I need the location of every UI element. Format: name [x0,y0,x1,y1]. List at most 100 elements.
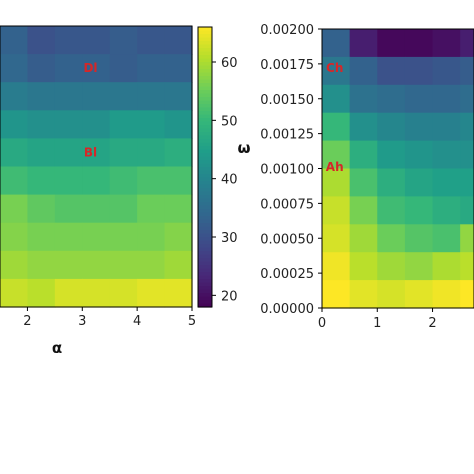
left-x-axis-ticks: 2 3 4 5 [23,307,196,329]
colorbar-step [198,104,212,109]
colorbar-step [198,209,212,214]
colorbar-step [198,76,212,81]
y-tick-label: 0.00025 [260,267,314,282]
colorbar-step [198,30,212,35]
heatmap-cell [460,112,474,142]
heatmap-cell [109,26,138,55]
heatmap-cell [460,84,474,114]
heatmap-cell [164,278,193,308]
right-heatmap [322,29,474,309]
heatmap-cell [0,222,29,252]
heatmap-cell [82,138,111,168]
heatmap-cell [322,56,351,86]
y-tick-label: 0.00125 [260,128,314,143]
heatmap-cell [54,138,83,168]
heatmap-cell [54,278,83,308]
colorbar-step [198,41,212,46]
region-label: Bl [84,145,97,159]
colorbar-step [198,244,212,249]
heatmap-cell [82,278,111,308]
x-tick-label: 1 [373,316,381,331]
heatmap-cell [82,82,111,111]
heatmap-cell [349,196,378,225]
heatmap-cell [27,54,56,83]
colorbar-step [198,275,212,280]
heatmap-cell [377,196,406,225]
heatmap-cell [164,250,193,280]
heatmap-cell [82,54,111,83]
colorbar-step [198,240,212,245]
heatmap-cell [404,140,434,170]
colorbar-step [198,93,212,98]
colorbar-step [198,114,212,119]
heatmap-cell [82,110,111,139]
heatmap-cell [137,194,166,224]
colorbar-step [198,205,212,210]
colorbar-step [198,251,212,256]
colorbar-step [198,258,212,263]
colorbar-step [198,212,212,217]
colorbar-step [198,142,212,147]
heatmap-cell [377,56,406,86]
heatmap-cell [432,168,461,197]
colorbar-step [198,37,212,42]
colorbar-step [198,100,212,105]
left-annotations: Dl Bl [83,61,97,159]
heatmap-cell [0,278,29,308]
heatmap-cell [404,224,434,253]
colorbar-step [198,254,212,259]
heatmap-cell [137,278,166,308]
colorbar-step [198,216,212,221]
heatmap-cell [109,110,138,139]
heatmap-cell [460,56,474,86]
heatmap-cell [137,110,166,139]
colorbar-step [198,233,212,238]
colorbar-step [198,132,212,137]
heatmap-cell [54,110,83,139]
heatmap-cell [377,84,406,114]
heatmap-cell [377,252,406,281]
heatmap-cell [27,166,56,196]
x-tick-label: 3 [78,314,86,329]
heatmap-cell [27,222,56,252]
region-label: Dl [83,61,97,75]
right-y-axis-ticks: 0.00000 0.00025 0.00050 0.00075 0.00100 0.001… [260,23,322,317]
left-heatmap [0,26,193,308]
heatmap-cell [349,112,378,142]
heatmap-cell [82,194,111,224]
heatmap-cell [164,26,193,55]
colorbar-step [198,195,212,200]
colorbar-step [198,121,212,126]
heatmap-cell [27,278,56,308]
colorbar-step [198,107,212,112]
heatmap-cell [164,222,193,252]
colorbar-step [198,111,212,116]
colorbar-step [198,247,212,252]
heatmap-cell [82,222,111,252]
heatmap-cell [404,29,434,58]
heatmap-cell [404,252,434,281]
y-tick-label: 0.00175 [260,58,314,73]
heatmap-cell [164,54,193,83]
colorbar-step [198,90,212,95]
heatmap-cell [82,250,111,280]
y-tick-label: 0.00000 [260,302,314,317]
heatmap-cell [54,250,83,280]
heatmap-cell [432,252,461,281]
colorbar-step [198,153,212,158]
colorbar-step [198,139,212,144]
heatmap-cell [404,196,434,225]
heatmap-cell [349,280,378,309]
colorbar-step [198,181,212,186]
colorbar-step [198,128,212,133]
colorbar-frame [197,26,213,308]
colorbar-step [198,174,212,179]
heatmap-cell [54,26,83,55]
heatmap-cell [164,110,193,139]
heatmap-cell [349,252,378,281]
right-x-axis-ticks: 0 1 2 [318,308,437,331]
heatmap-cell [109,222,138,252]
heatmap-cell [432,112,461,142]
colorbar-step [198,51,212,56]
colorbar-step [198,69,212,74]
